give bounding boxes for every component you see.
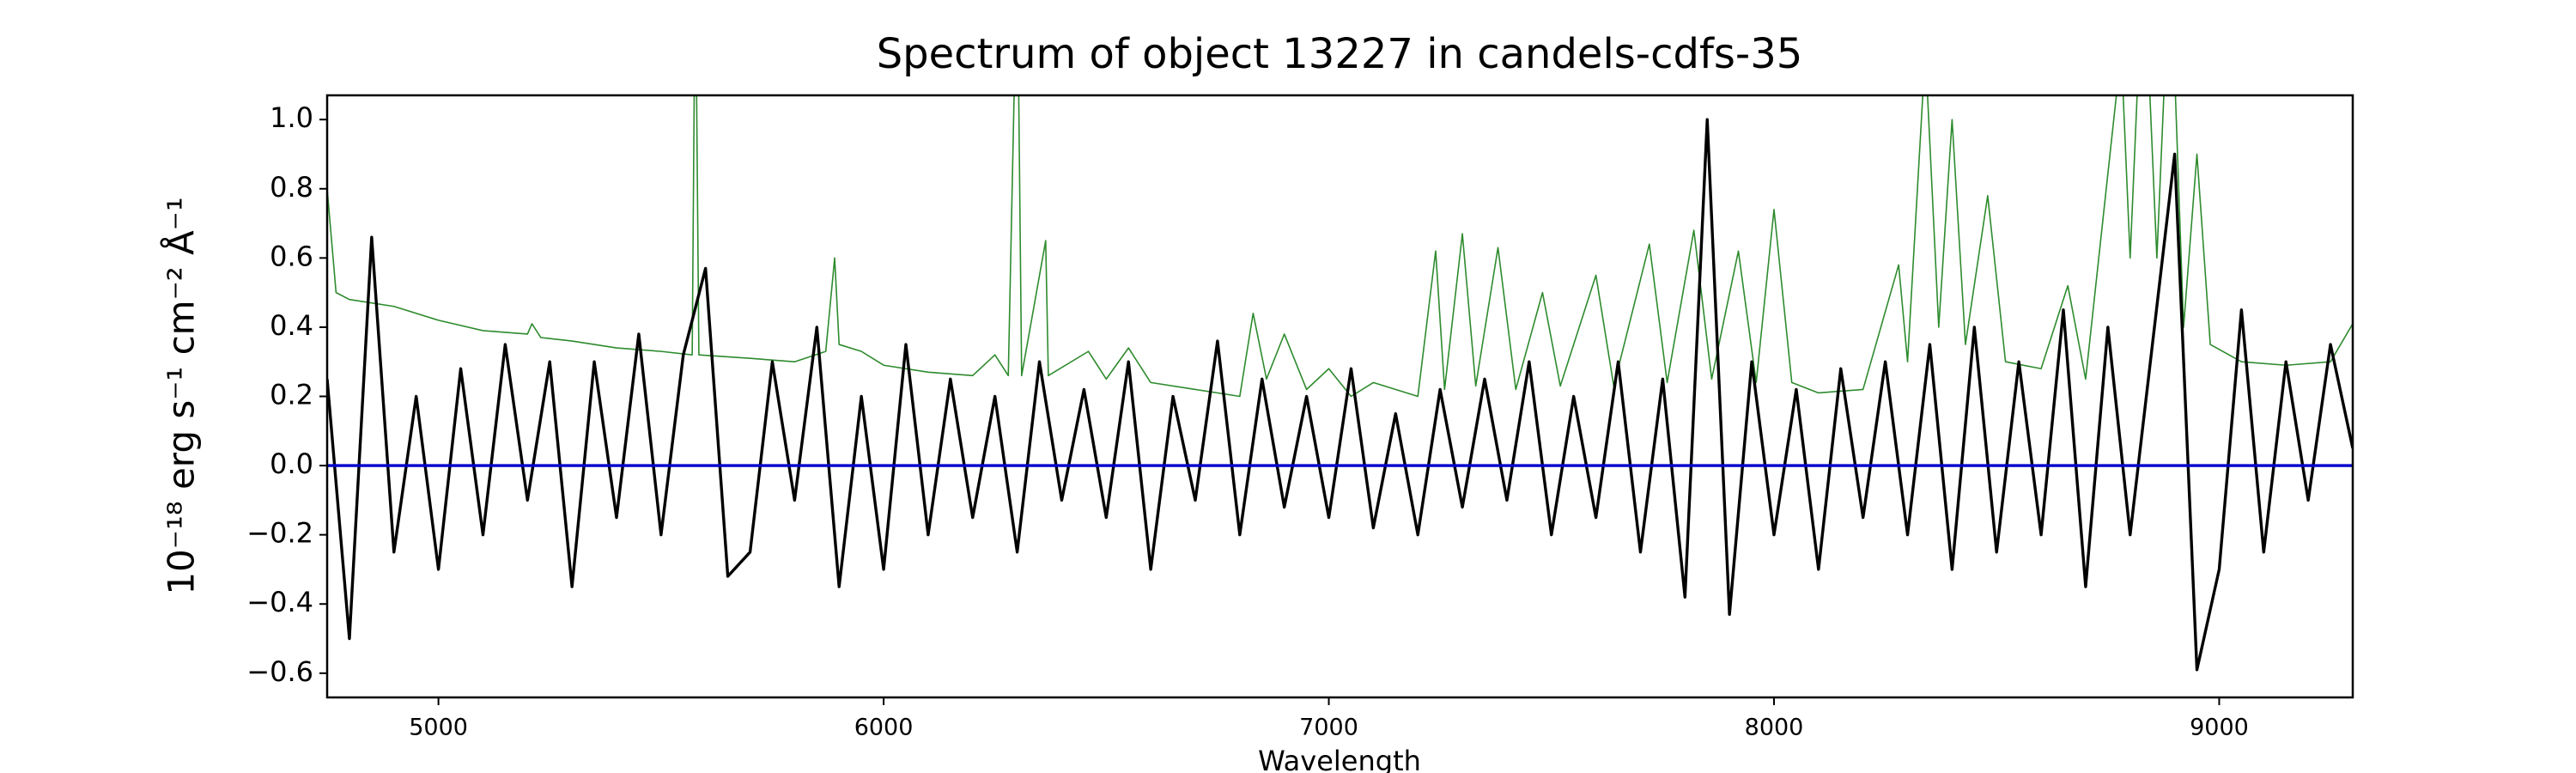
y-axis-label: 10⁻¹⁸ erg s⁻¹ cm⁻² Å⁻¹ [160, 197, 203, 594]
x-tick-label: 8000 [1745, 715, 1804, 741]
y-tick-label: 0.2 [270, 379, 313, 411]
x-tick-label: 6000 [854, 715, 914, 741]
x-tick-label: 9000 [2190, 715, 2249, 741]
spectrum-line [327, 118, 2353, 672]
chart-title: Spectrum of object 13227 in candels-cdfs… [877, 30, 1803, 78]
y-tick-label: −0.4 [246, 586, 313, 618]
y-tick-label: 0.0 [270, 447, 313, 480]
y-tick-label: 1.0 [270, 101, 313, 134]
x-tick-label: 7000 [1299, 715, 1358, 741]
plot-area [327, 95, 2353, 672]
y-tick-label: −0.6 [246, 655, 313, 688]
y-tick-label: 0.4 [270, 309, 313, 342]
spectrum-line [327, 95, 2353, 398]
y-tick-label: 0.6 [270, 240, 313, 272]
x-tick-label: 5000 [409, 715, 468, 741]
y-tick-label: −0.2 [246, 517, 313, 550]
x-axis-label: Wavelength [1258, 745, 1421, 773]
y-tick-label: 0.8 [270, 171, 313, 204]
